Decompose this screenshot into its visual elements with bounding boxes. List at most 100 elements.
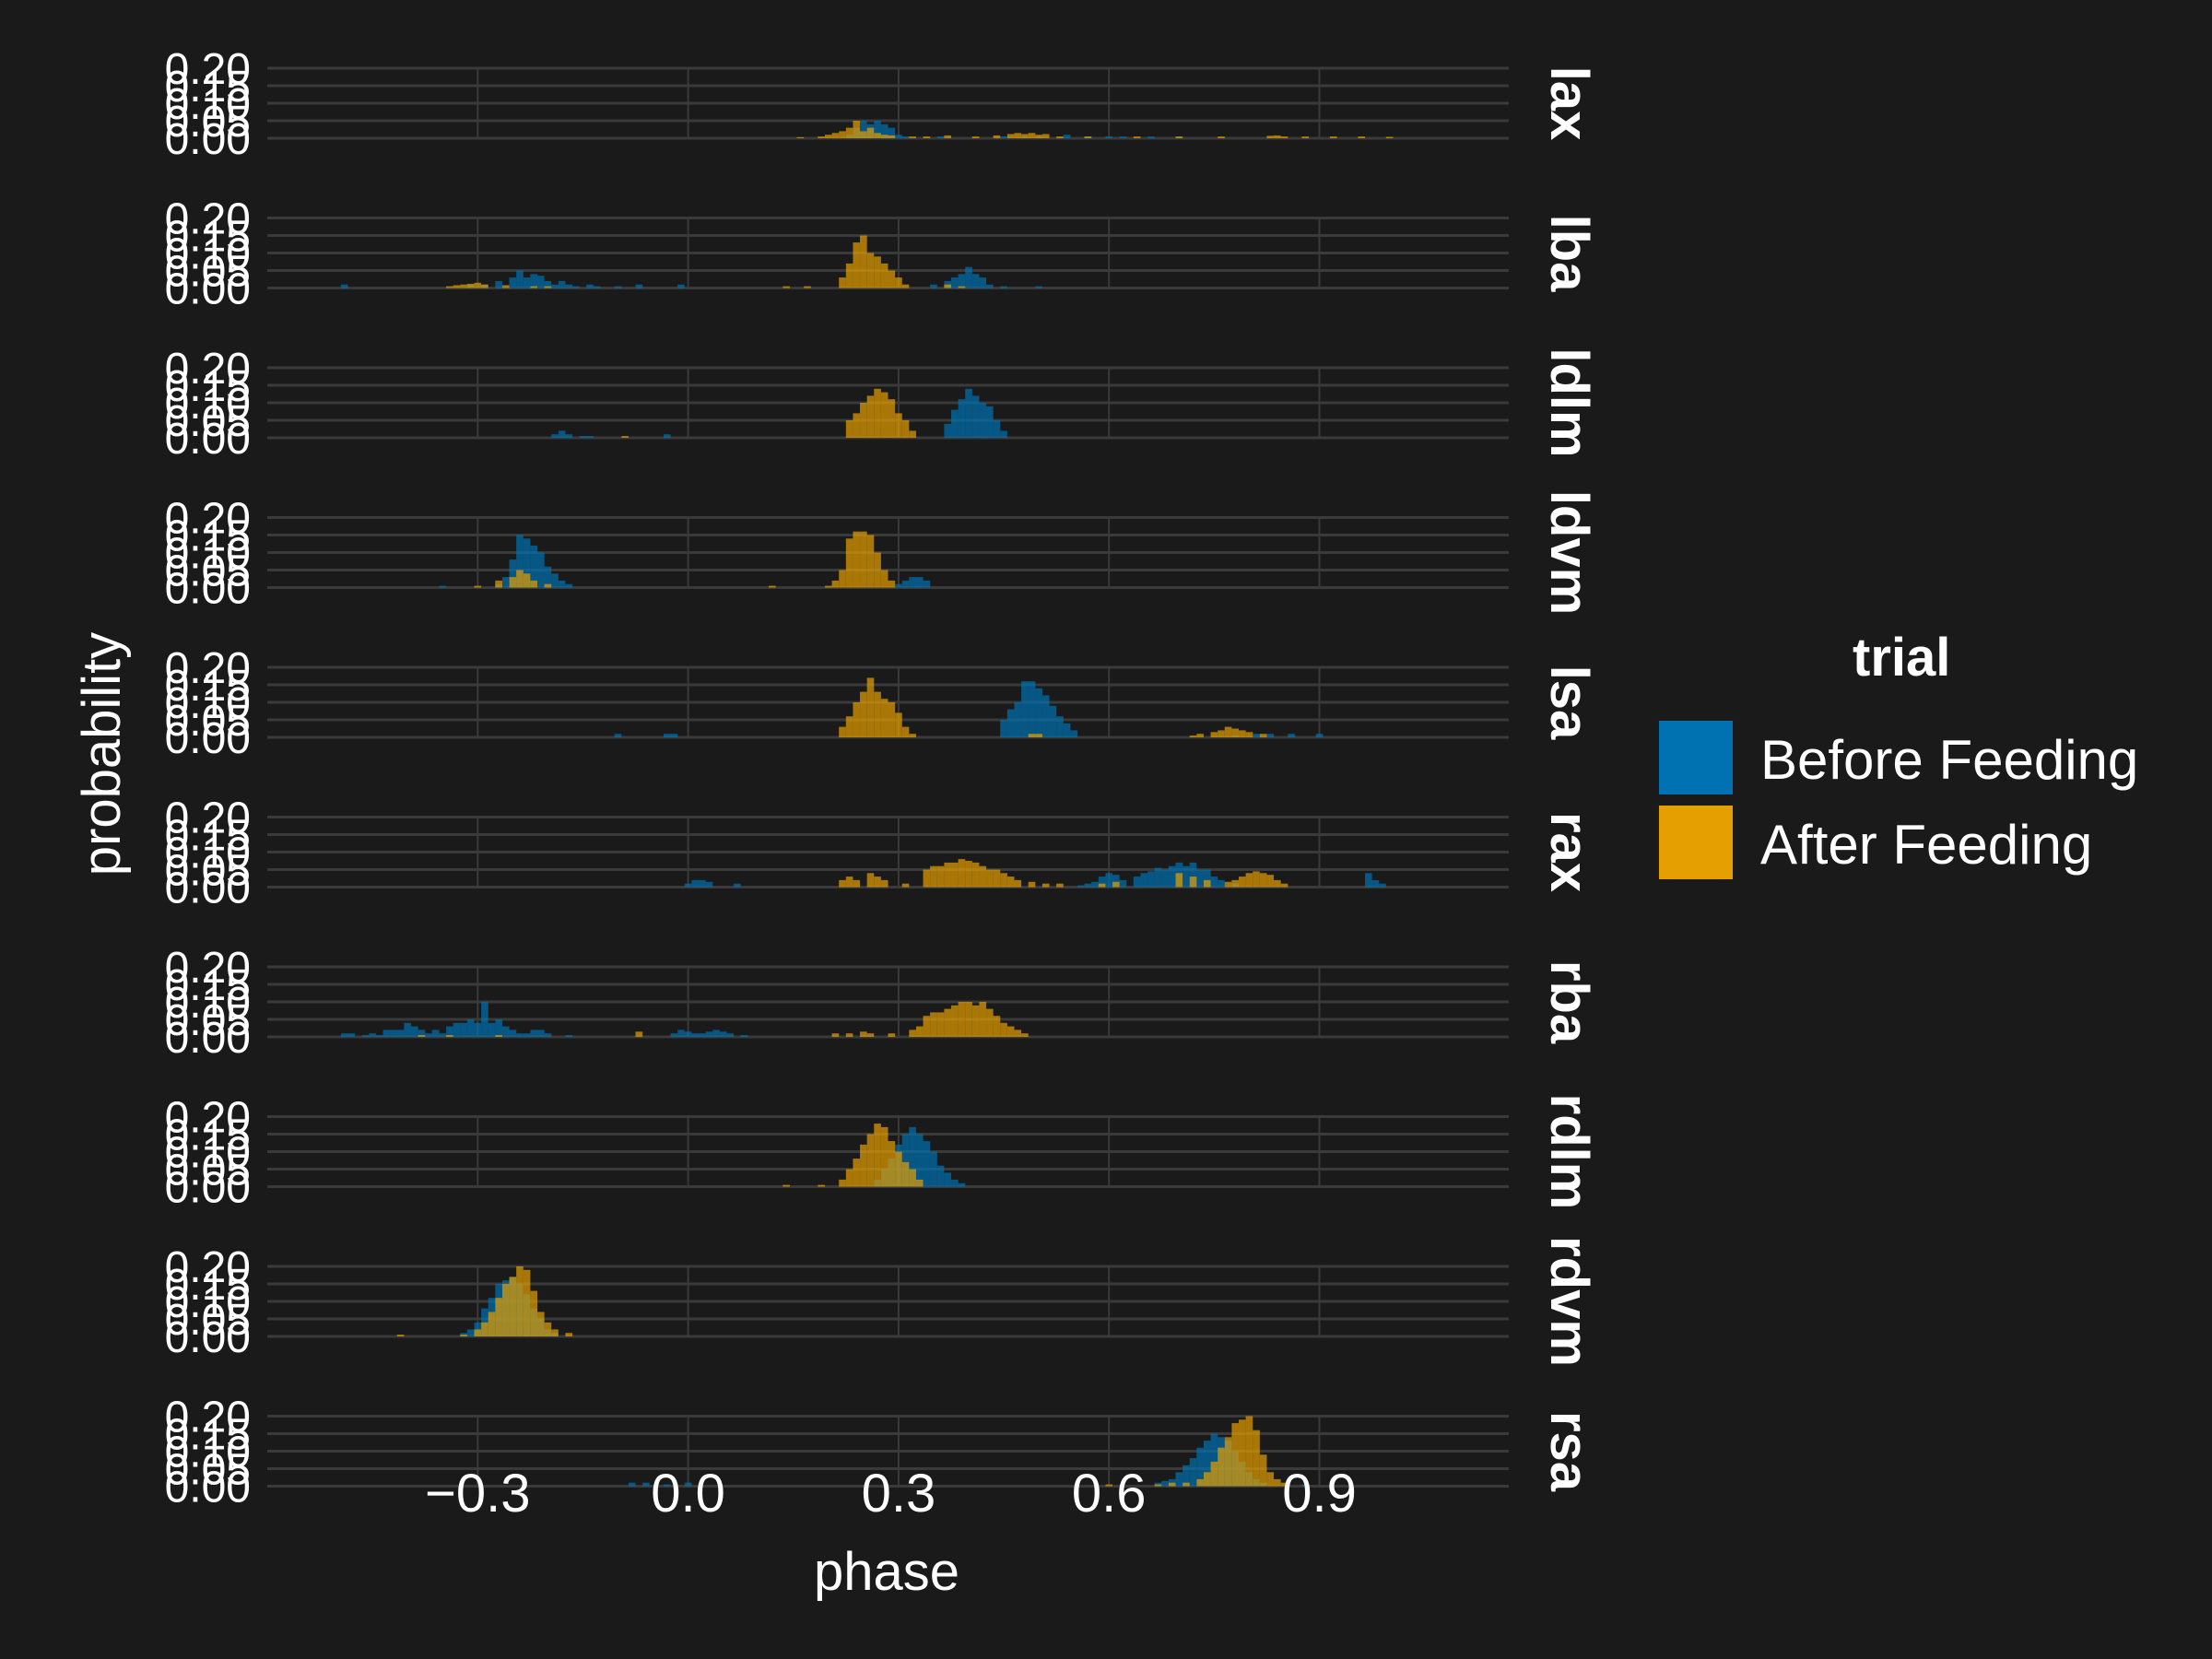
bar-after-feeding — [804, 286, 811, 288]
y-tick-label: 0.10 — [165, 1129, 251, 1178]
bar-after-feeding — [860, 1031, 867, 1037]
bar-after-feeding — [880, 135, 888, 138]
bar-after-feeding — [1041, 134, 1050, 138]
facet-panel-ldlm: 0.000.050.100.150.20 ldlm — [165, 345, 1599, 464]
y-tick-label: 0.10 — [165, 380, 251, 429]
bar-before-feeding — [523, 1033, 531, 1037]
bar-before-feeding — [740, 1035, 748, 1037]
bar-after-feeding — [1231, 728, 1240, 737]
bar-after-feeding — [460, 284, 467, 288]
bar-after-feeding — [909, 1030, 916, 1037]
bar-after-feeding — [1014, 1030, 1022, 1037]
bar-after-feeding — [923, 136, 931, 138]
bar-before-feeding — [1203, 869, 1211, 888]
bar-after-feeding — [488, 1312, 496, 1336]
bar-after-feeding — [888, 135, 896, 138]
bar-before-feeding — [1315, 734, 1324, 737]
bar-after-feeding — [1224, 1437, 1232, 1487]
bar-before-feeding — [614, 734, 622, 737]
facet-strip-label: lba — [1539, 215, 1599, 293]
bar-after-feeding — [530, 1290, 537, 1336]
bar-before-feeding — [340, 1033, 348, 1037]
bar-after-feeding — [1266, 875, 1275, 888]
y-tick-label: 0.15 — [165, 961, 251, 1010]
bar-before-feeding — [1218, 879, 1225, 888]
y-tick-label: 0.15 — [165, 1261, 251, 1310]
bar-after-feeding — [1245, 1416, 1253, 1487]
bar-after-feeding — [825, 135, 832, 138]
bar-after-feeding — [1358, 136, 1365, 138]
y-tick-label: 0.10 — [165, 1278, 251, 1327]
facet-panel-rdlm: 0.000.050.100.150.20 rdlm — [165, 1094, 1599, 1213]
bar-after-feeding — [923, 1016, 931, 1037]
bar-after-feeding — [971, 862, 980, 888]
y-tick-label: 0.15 — [165, 63, 251, 112]
bar-after-feeding — [481, 284, 488, 288]
bar-after-feeding — [1035, 135, 1042, 138]
bar-before-feeding — [628, 1482, 636, 1487]
bar-after-feeding — [839, 1179, 846, 1187]
facet-panel-rsa: 0.000.050.100.150.20 rsa — [165, 1394, 1599, 1512]
bar-before-feeding — [1049, 705, 1057, 737]
bar-before-feeding — [691, 1033, 700, 1037]
bar-before-feeding — [705, 881, 713, 888]
bar-before-feeding — [670, 734, 678, 737]
bar-after-feeding — [901, 420, 910, 438]
bar-before-feeding — [901, 1134, 910, 1187]
bar-after-feeding — [1189, 735, 1197, 737]
y-tick-label: 0.20 — [165, 195, 251, 244]
bar-before-feeding — [558, 430, 566, 438]
bar-after-feeding — [880, 879, 888, 888]
bar-before-feeding — [726, 1033, 735, 1037]
bar-before-feeding — [930, 1151, 937, 1187]
bar-before-feeding — [915, 577, 924, 588]
bar-after-feeding — [888, 270, 896, 288]
bar-before-feeding — [572, 286, 580, 288]
y-tick-label: 0.05 — [165, 996, 251, 1045]
bar-after-feeding — [839, 879, 846, 888]
bar-after-feeding — [530, 286, 537, 288]
bar-before-feeding — [516, 270, 524, 288]
bar-before-feeding — [971, 274, 980, 288]
bar-before-feeding — [944, 423, 951, 438]
bar-after-feeding — [635, 1031, 643, 1037]
bar-after-feeding — [1224, 881, 1232, 888]
bar-after-feeding — [495, 580, 502, 588]
bar-after-feeding — [1301, 136, 1310, 138]
bar-after-feeding — [993, 869, 1001, 888]
facet-strip-label: rsa — [1539, 1411, 1599, 1492]
bar-before-feeding — [516, 535, 524, 588]
bar-after-feeding — [1266, 135, 1275, 138]
bar-after-feeding — [1224, 726, 1232, 737]
bar-after-feeding — [860, 403, 867, 438]
bar-before-feeding — [930, 284, 937, 288]
bar-after-feeding — [501, 1284, 510, 1336]
bar-before-feeding — [874, 121, 881, 138]
bar-after-feeding — [1175, 136, 1183, 138]
y-tick-label: 0.20 — [165, 1394, 251, 1442]
bar-after-feeding — [1056, 883, 1064, 888]
bar-before-feeding — [986, 284, 994, 288]
bar-after-feeding — [1203, 1472, 1211, 1487]
bar-after-feeding — [979, 865, 987, 888]
bar-after-feeding — [565, 1333, 573, 1336]
bar-before-feeding — [1000, 720, 1007, 737]
bar-before-feeding — [544, 566, 552, 588]
bar-after-feeding — [965, 861, 972, 888]
bar-before-feeding — [1147, 136, 1155, 138]
bar-before-feeding — [936, 1165, 945, 1187]
bar-after-feeding — [1014, 879, 1022, 888]
bar-before-feeding — [544, 280, 552, 288]
bar-after-feeding — [495, 1298, 502, 1336]
bar-after-feeding — [509, 1277, 517, 1336]
y-tick-label: 0.15 — [165, 812, 251, 861]
bar-before-feeding — [523, 277, 531, 288]
bar-after-feeding — [1028, 734, 1036, 737]
facet-strip-label: rba — [1539, 960, 1599, 1044]
bar-before-feeding — [1196, 869, 1204, 888]
bar-after-feeding — [866, 677, 875, 737]
y-tick-label: 0.05 — [165, 397, 251, 446]
bar-before-feeding — [642, 1482, 650, 1487]
facet-panel-rax: 0.000.050.100.150.20 rax — [165, 794, 1599, 913]
y-tick-label: 0.00 — [165, 714, 251, 763]
